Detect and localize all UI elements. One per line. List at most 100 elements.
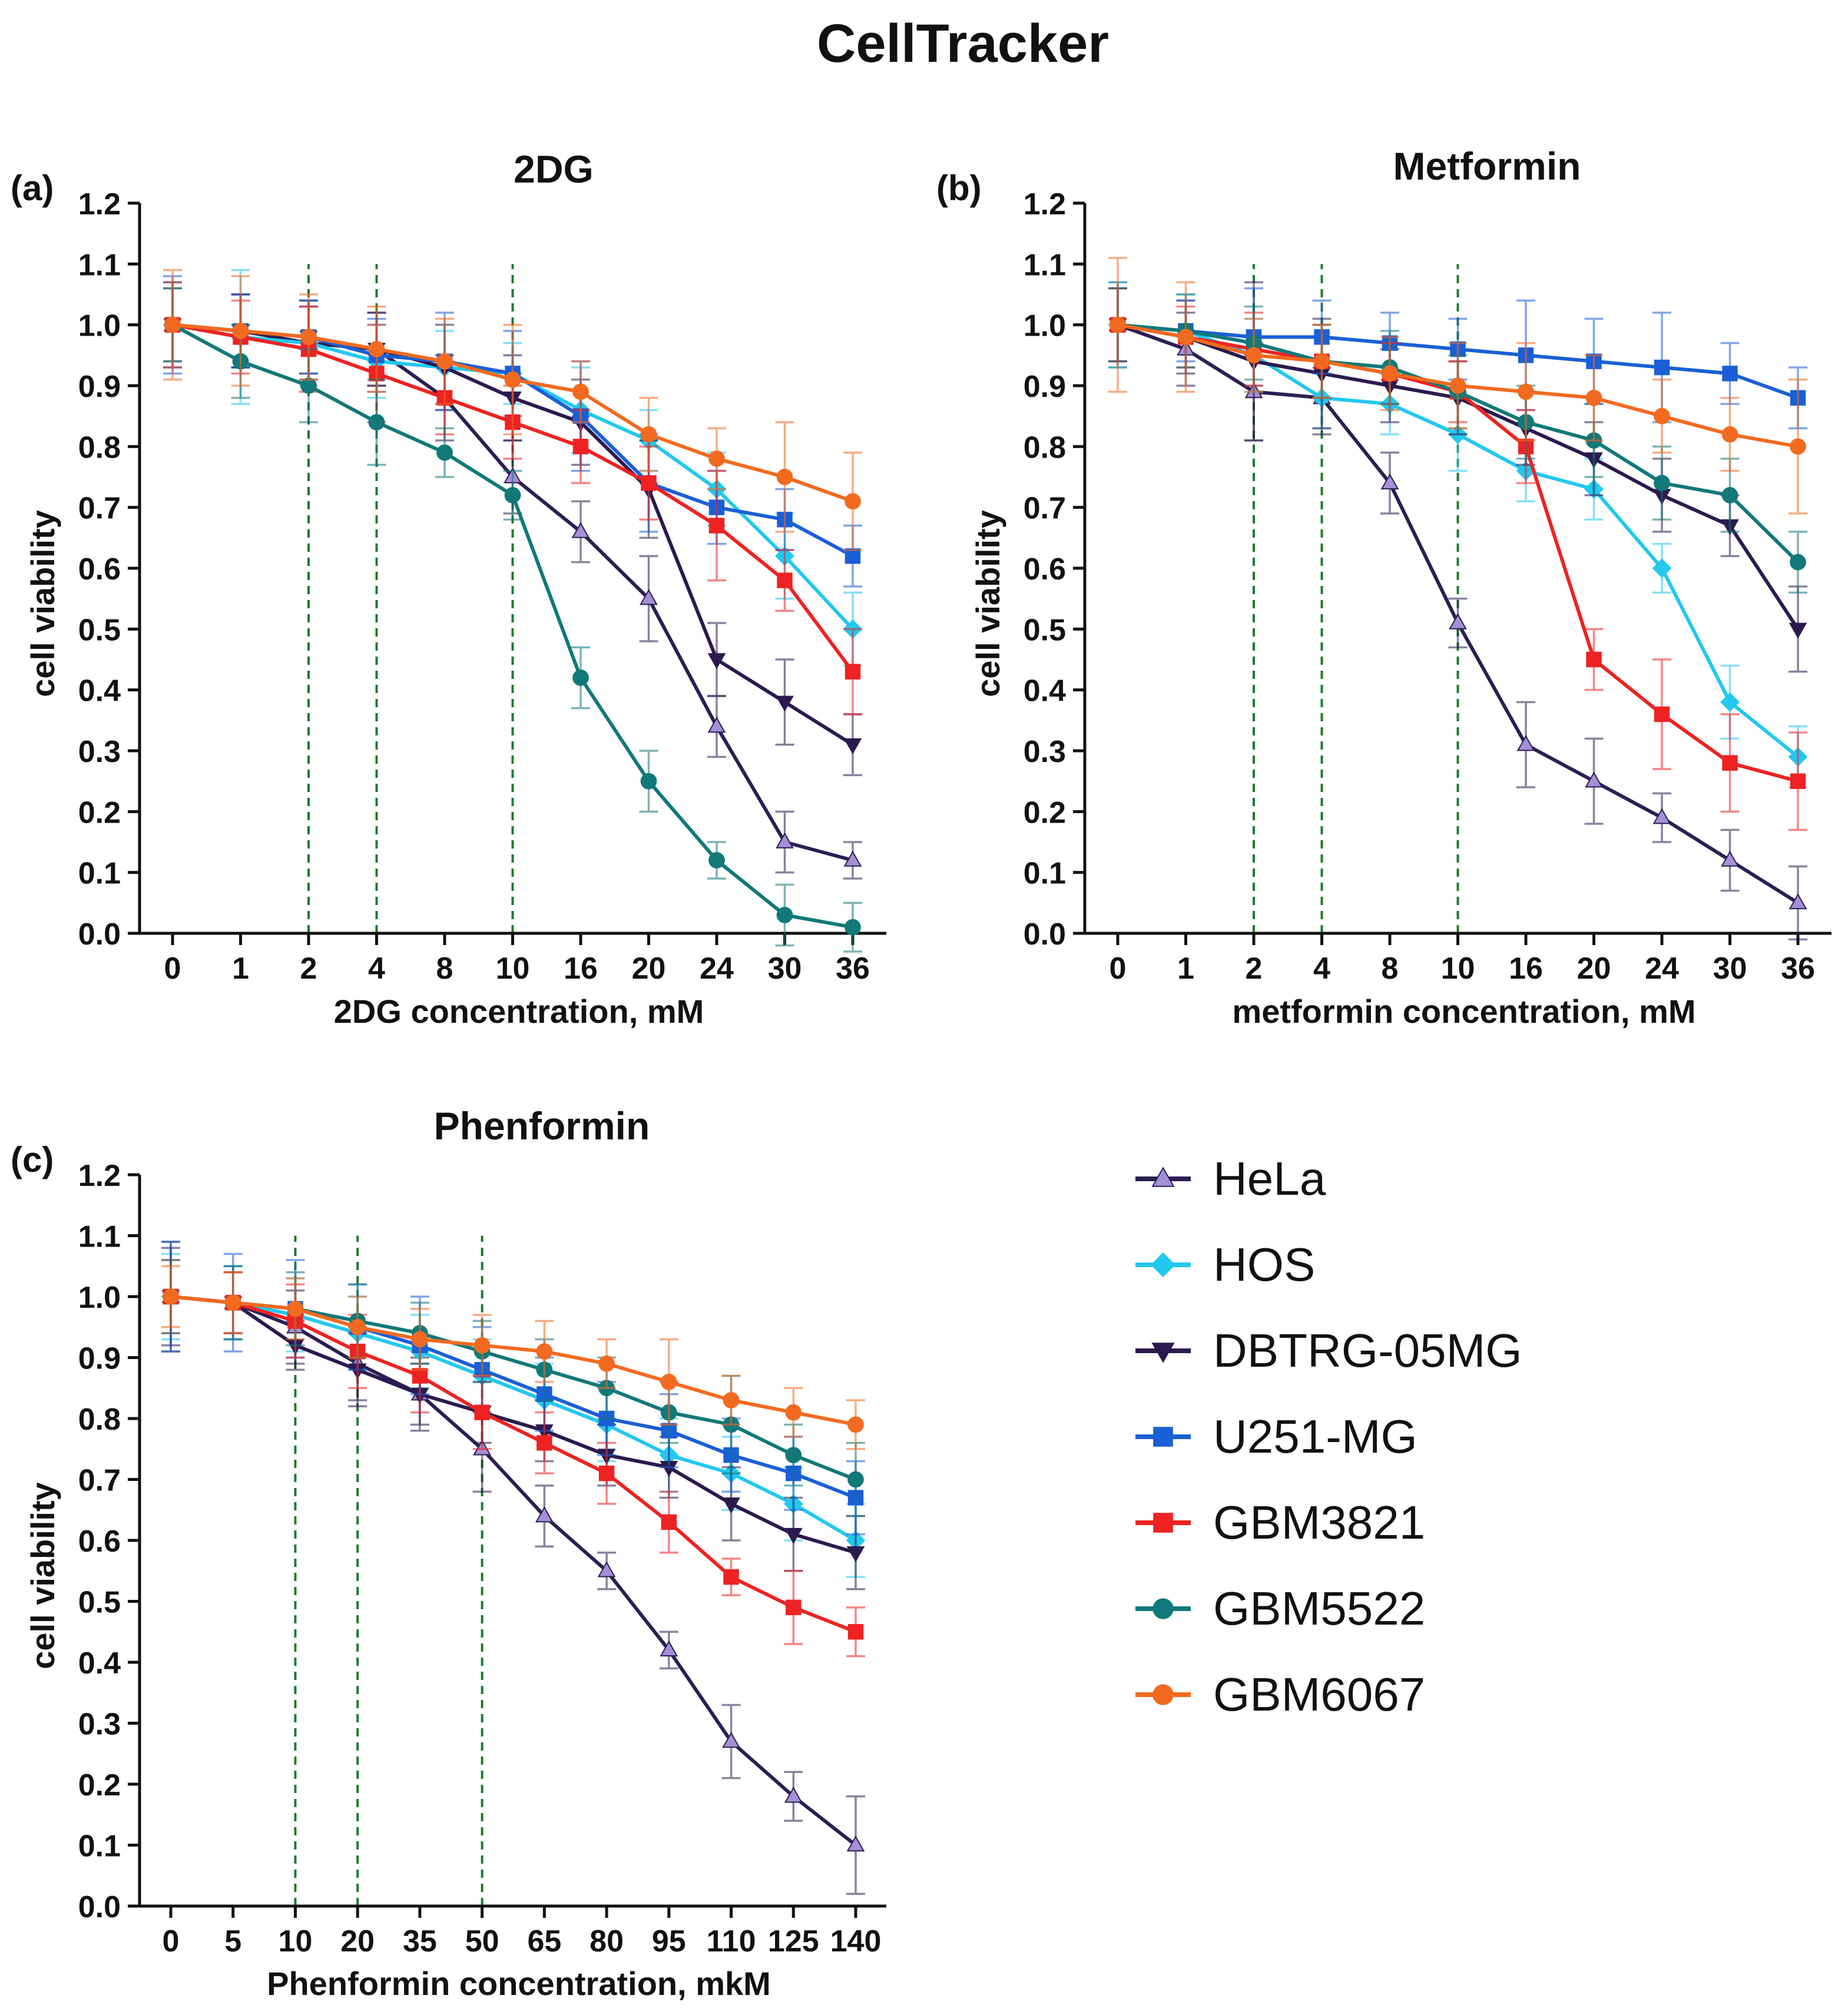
- panel3-series-hela: [161, 1247, 865, 1895]
- legend-item-u251-mg: U251-MG: [1135, 1410, 1418, 1463]
- panel1-series-gbm6067: [163, 269, 862, 551]
- panel-b-metformin: Metformin (b) 0.0 0.1 0.2 0.3 0.4 0.5 0.6 0.7 0.8 0…: [936, 144, 1832, 1030]
- panel3-y-tick-label: 0.4: [78, 1646, 121, 1681]
- panel3-label: (c): [11, 1140, 54, 1179]
- panel1-y-tick-label: 0.5: [78, 613, 121, 647]
- data-point: [1518, 383, 1534, 400]
- panel3-series-hos: [161, 1252, 866, 1578]
- legend-item-gbm3821: GBM3821: [1135, 1496, 1425, 1549]
- panel2-x-tick-label: 4: [1313, 952, 1330, 986]
- data-point: [1380, 473, 1399, 490]
- data-point: [504, 371, 521, 388]
- panel3-y-tick-label: 1.1: [78, 1220, 121, 1254]
- data-point: [785, 1447, 802, 1463]
- panel1-y-tick-label: 1.1: [78, 248, 121, 282]
- data-point: [572, 383, 589, 400]
- legend-label: HOS: [1213, 1238, 1315, 1291]
- data-point: [785, 1404, 802, 1421]
- data-point: [847, 1471, 864, 1488]
- panel2-y-tick-label: 1.2: [1024, 187, 1066, 221]
- data-point: [163, 1288, 179, 1305]
- data-point: [1721, 426, 1738, 443]
- data-point: [1722, 755, 1738, 771]
- panel2-x-tick-label: 20: [1577, 952, 1611, 986]
- data-point: [1449, 613, 1467, 629]
- data-point: [707, 653, 726, 670]
- data-point: [224, 1294, 241, 1311]
- data-point: [776, 695, 794, 712]
- panel1-y-tick-label: 0.6: [78, 552, 121, 586]
- data-point: [708, 518, 725, 533]
- data-point: [843, 850, 862, 867]
- data-point: [847, 1416, 864, 1433]
- data-point: [536, 1343, 553, 1360]
- panel1-y-tick-label: 0.3: [78, 735, 121, 769]
- panel1-y-tick-label: 1.2: [78, 187, 121, 221]
- data-point: [287, 1300, 304, 1317]
- panel2-x-tick-label: 1: [1177, 952, 1194, 986]
- panel2-x-tick-label: 8: [1382, 952, 1399, 986]
- panel2-y-tick-label: 0.2: [1024, 796, 1066, 830]
- data-point: [571, 522, 590, 538]
- data-point: [723, 1569, 739, 1585]
- panel1-series-gbm5522: [163, 287, 862, 953]
- panel1-y-tick-label: 0.1: [78, 857, 121, 891]
- data-point: [436, 444, 453, 461]
- legend-label: GBM5522: [1213, 1582, 1425, 1635]
- panel1-y-tick-label: 0.8: [78, 430, 121, 465]
- data-point: [847, 1624, 864, 1640]
- legend-item-hela: HeLa: [1135, 1152, 1326, 1205]
- data-point: [1110, 316, 1126, 333]
- panel2-y-tick-label: 0.5: [1024, 613, 1066, 647]
- data-point: [784, 1787, 803, 1803]
- legend-item-dbtrg-05mg: DBTRG-05MG: [1135, 1324, 1522, 1377]
- panel1-y-tick-label: 0.2: [78, 796, 121, 830]
- data-point: [572, 439, 589, 455]
- legend-marker: [1151, 1343, 1175, 1363]
- panel1-x-tick-label: 8: [436, 952, 453, 986]
- legend-label: GBM6067: [1213, 1668, 1425, 1721]
- data-point: [846, 1835, 865, 1852]
- data-point: [232, 323, 249, 339]
- data-point: [844, 664, 861, 680]
- panel3-y-tick-label: 0.0: [78, 1890, 121, 1924]
- data-point: [473, 1337, 491, 1354]
- data-point: [1789, 893, 1807, 910]
- data-point: [1720, 692, 1740, 712]
- data-point: [536, 1435, 552, 1451]
- panel1-y-axis-label: cell viability: [24, 510, 61, 697]
- panel2-series-gbm6067: [1108, 257, 1807, 515]
- legend-label: U251-MG: [1213, 1410, 1418, 1463]
- panel3-x-tick-label: 50: [465, 1924, 499, 1958]
- panel3-x-tick-label: 5: [224, 1924, 241, 1958]
- data-point: [1654, 359, 1670, 376]
- panel1-x-tick-label: 2: [300, 952, 317, 986]
- panel2-y-tick-label: 0.4: [1024, 674, 1066, 708]
- panel3-y-tick-label: 0.8: [78, 1403, 121, 1437]
- panel3-x-axis-label: Phenformin concentration, mkM: [267, 1965, 771, 2002]
- panel3-title: Phenformin: [434, 1104, 650, 1148]
- data-point: [1790, 554, 1806, 571]
- data-point: [1586, 651, 1602, 668]
- panel2-title: Metformin: [1393, 144, 1581, 188]
- panel3-x-tick-label: 10: [279, 1924, 313, 1958]
- legend: HeLa HOS DBTRG-05MG U251-MG GBM3821 GBM5522 GB…: [1135, 1152, 1522, 1721]
- data-point: [844, 548, 861, 564]
- panel1-y-tick-label: 0.4: [78, 674, 121, 708]
- data-point: [786, 1599, 802, 1616]
- data-point: [1585, 771, 1603, 788]
- data-point: [1790, 438, 1806, 455]
- data-point: [722, 1732, 740, 1748]
- data-point: [708, 450, 725, 467]
- data-point: [504, 487, 521, 503]
- data-point: [1449, 377, 1466, 394]
- data-point: [300, 329, 317, 346]
- data-point: [1789, 622, 1807, 639]
- panel2-x-tick-label: 0: [1110, 952, 1127, 986]
- panel2-y-tick-label: 1.1: [1024, 248, 1066, 282]
- data-point: [1382, 365, 1398, 382]
- data-point: [843, 738, 862, 754]
- panel3-x-tick-label: 65: [527, 1924, 561, 1958]
- figure-title: CellTracker: [817, 14, 1109, 74]
- data-point: [412, 1331, 428, 1348]
